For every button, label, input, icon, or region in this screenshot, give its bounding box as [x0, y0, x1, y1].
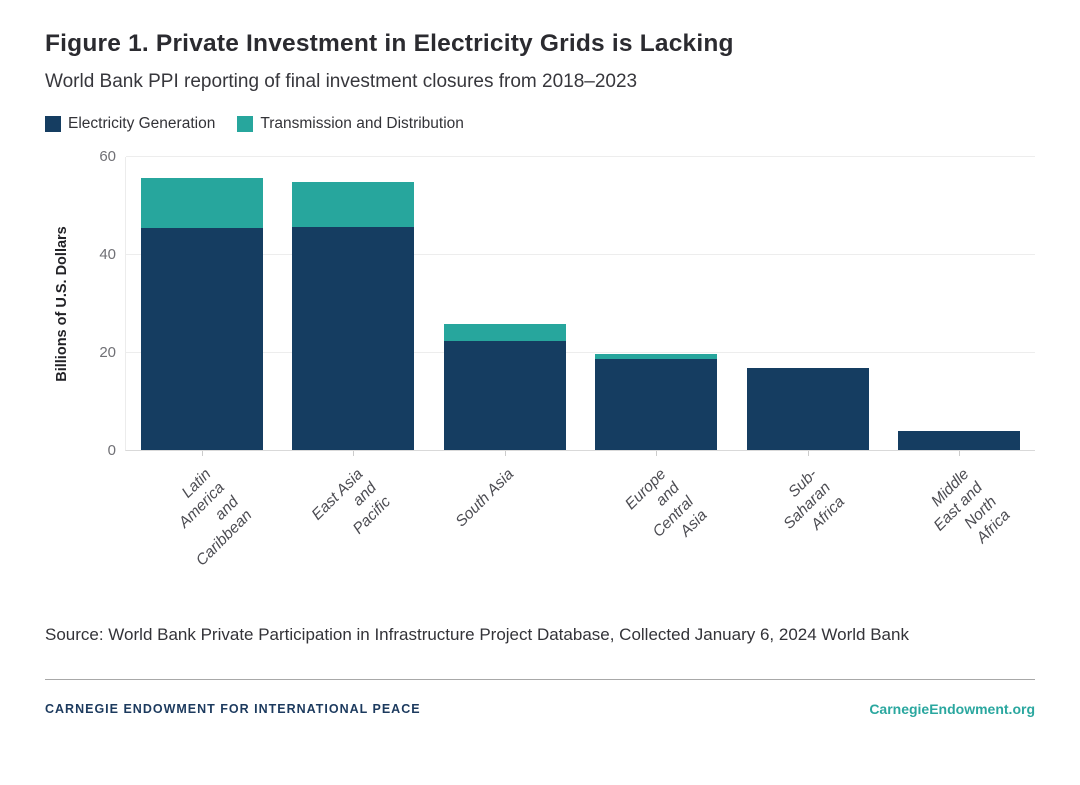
x-label-south-asia: South Asia	[452, 465, 518, 531]
legend-swatch-generation-icon	[45, 116, 61, 132]
chart-legend: Electricity Generation Transmission and …	[45, 115, 1035, 133]
bar-slot-east-asia-and-pacific	[278, 157, 430, 450]
x-label-slot-middle-east-and-north-africa: Middle East and North Africa	[884, 451, 1036, 609]
bar-europe-and-central-asia	[595, 354, 718, 450]
bar-east-asia-and-pacific	[292, 182, 415, 450]
bar-slot-middle-east-and-north-africa	[884, 157, 1036, 450]
x-label-slot-east-asia-and-pacific: East Asia and Pacific	[278, 451, 430, 609]
figure-page: Figure 1. Private Investment in Electric…	[45, 30, 1035, 717]
chart-area: Billions of U.S. Dollars 0 20 40 60	[45, 149, 1035, 458]
legend-item-electricity-generation: Electricity Generation	[45, 115, 215, 133]
x-label-east-asia-and-pacific: East Asia and Pacific	[308, 465, 394, 538]
x-tick-latin-america-and-caribbean	[201, 451, 203, 456]
x-axis: Latin America and Caribbean East Asia and…	[126, 451, 1035, 609]
footer-divider	[45, 679, 1035, 680]
y-axis-title-text: Billions of U.S. Dollars	[54, 226, 70, 382]
bars-container	[126, 157, 1035, 450]
source-note: Source: World Bank Private Participation…	[45, 625, 909, 644]
x-label-middle-east-and-north-africa: Middle East and North Africa	[927, 465, 1014, 547]
legend-label-generation: Electricity Generation	[68, 115, 216, 132]
legend-item-transmission-distribution: Transmission and Distribution	[237, 115, 464, 133]
legend-label-transmission: Transmission and Distribution	[260, 115, 464, 132]
gridline-40	[126, 254, 1035, 255]
x-label-sub-saharan-africa: Sub-Saharan Africa	[780, 465, 848, 534]
bar-sub-saharan-africa	[746, 368, 869, 450]
bar-segment-europe-and-central-asia-electricity-generation	[595, 359, 718, 450]
y-tick-label-60: 60	[99, 148, 116, 165]
x-tick-south-asia	[504, 451, 506, 456]
bar-middle-east-and-north-africa	[898, 431, 1021, 450]
gridline-20	[126, 352, 1035, 353]
bar-latin-america-and-caribbean	[140, 178, 263, 450]
bar-segment-east-asia-and-pacific-electricity-generation	[292, 227, 415, 450]
bar-segment-europe-and-central-asia-transmission-and-distribution	[595, 354, 718, 359]
y-tick-label-20: 20	[99, 344, 116, 361]
figure-subtitle: World Bank PPI reporting of final invest…	[45, 71, 638, 92]
x-label-latin-america-and-caribbean: Latin America and Caribbean	[175, 465, 256, 570]
x-label-europe-and-central-asia: Europe and Central Asia	[621, 465, 711, 541]
bar-segment-south-asia-electricity-generation	[443, 341, 566, 450]
bar-slot-south-asia	[429, 157, 581, 450]
figure-title: Figure 1. Private Investment in Electric…	[45, 30, 734, 57]
x-label-slot-europe-and-central-asia: Europe and Central Asia	[581, 451, 733, 609]
bar-slot-sub-saharan-africa	[732, 157, 884, 450]
plot-area	[125, 156, 1035, 451]
footer: CARNEGIE ENDOWMENT FOR INTERNATIONAL PEA…	[45, 701, 1035, 717]
y-axis-ticks: 0 20 40 60	[79, 149, 125, 458]
y-tick-label-40: 40	[99, 246, 116, 263]
x-tick-middle-east-and-north-africa	[959, 451, 961, 456]
y-tick-label-0: 0	[107, 442, 116, 459]
x-axis-labels: Latin America and Caribbean East Asia and…	[126, 451, 1035, 609]
x-tick-sub-saharan-africa	[807, 451, 809, 456]
bar-segment-latin-america-and-caribbean-transmission-and-distribution	[140, 178, 263, 228]
legend-swatch-transmission-icon	[237, 116, 254, 132]
bar-segment-middle-east-and-north-africa-electricity-generation	[898, 431, 1021, 450]
footer-site-link[interactable]: CarnegieEndowment.org	[869, 701, 1035, 717]
footer-org-name: CARNEGIE ENDOWMENT FOR INTERNATIONAL PEA…	[45, 702, 421, 716]
x-tick-europe-and-central-asia	[656, 451, 658, 456]
bar-slot-latin-america-and-caribbean	[126, 157, 278, 450]
x-label-slot-latin-america-and-caribbean: Latin America and Caribbean	[126, 451, 278, 609]
gridline-60	[126, 156, 1035, 157]
bar-segment-latin-america-and-caribbean-electricity-generation	[140, 228, 263, 450]
bar-segment-east-asia-and-pacific-transmission-and-distribution	[292, 182, 415, 227]
y-axis-title: Billions of U.S. Dollars	[45, 157, 79, 451]
x-label-slot-south-asia: South Asia	[429, 451, 581, 609]
bar-segment-sub-saharan-africa-electricity-generation	[746, 368, 869, 450]
bar-slot-europe-and-central-asia	[581, 157, 733, 450]
x-label-slot-sub-saharan-africa: Sub-Saharan Africa	[732, 451, 884, 609]
bar-segment-south-asia-transmission-and-distribution	[443, 324, 566, 341]
bar-south-asia	[443, 324, 566, 450]
x-tick-east-asia-and-pacific	[353, 451, 355, 456]
